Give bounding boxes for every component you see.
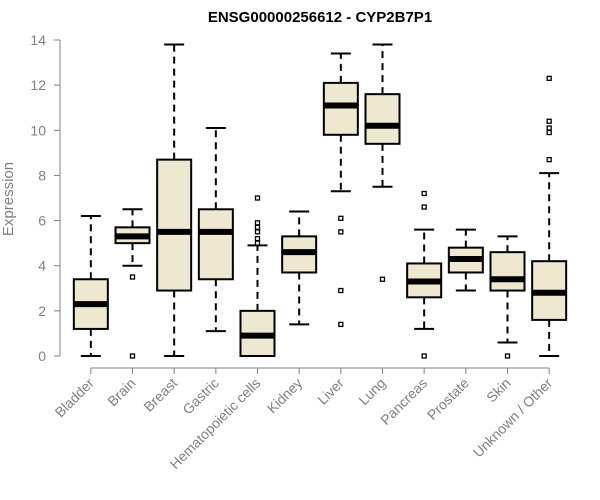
boxes <box>72 43 568 359</box>
y-tick-label: 0 <box>38 348 46 364</box>
outlier-point <box>338 229 344 235</box>
iqr-box <box>364 93 401 145</box>
y-tick-label: 8 <box>38 167 46 183</box>
box-kidney <box>281 210 318 326</box>
x-tick-label: Kidney <box>264 375 306 417</box>
outlier-point <box>546 118 552 124</box>
chart-title: ENSG00000256612 - CYP2B7P1 <box>208 9 432 26</box>
iqr-box <box>156 158 193 292</box>
outlier-point <box>504 353 511 359</box>
outlier-point <box>546 75 552 82</box>
x-tick-label: Prostate <box>424 375 472 423</box>
iqr-box <box>322 81 359 136</box>
y-axis-title: Expression <box>0 162 17 236</box>
box-brain <box>114 208 151 359</box>
box-unknown-other <box>531 75 568 357</box>
y-tick-label: 12 <box>30 77 46 93</box>
outlier-point <box>129 353 136 359</box>
outlier-point <box>421 190 427 197</box>
outlier-point <box>421 353 427 359</box>
box-lung <box>364 43 401 282</box>
box-pancreas <box>406 190 443 359</box>
outlier-point <box>421 204 427 210</box>
y-tick-label: 10 <box>30 122 46 138</box>
outlier-point <box>338 287 344 294</box>
iqr-box <box>489 251 526 292</box>
box-liver <box>322 52 359 328</box>
outlier-point <box>254 235 261 242</box>
outlier-point <box>379 276 386 282</box>
y-axis: 0 2 4 6 8 10 12 14 <box>30 32 61 364</box>
iqr-box <box>197 208 234 281</box>
outlier-point <box>129 274 136 280</box>
y-tick-label: 4 <box>38 258 46 274</box>
outlier-point <box>338 215 344 221</box>
outlier-point <box>254 195 261 201</box>
y-tick-label: 2 <box>38 303 46 319</box>
x-tick-label: Bladder <box>52 375 98 421</box>
x-tick-label: Brain <box>104 375 138 409</box>
x-tick-label: Lung <box>355 375 388 408</box>
box-bladder <box>72 215 109 357</box>
outlier-point <box>546 129 552 136</box>
x-tick-label: Unknown / Other <box>470 375 556 461</box>
x-tick-label: Skin <box>483 375 514 406</box>
box-skin <box>489 235 526 359</box>
x-tick-label: Liver <box>314 375 347 408</box>
box-hematopoietic-cells <box>239 195 276 358</box>
outlier-point <box>254 220 261 226</box>
y-tick-label: 6 <box>38 213 46 229</box>
outlier-point <box>254 240 261 246</box>
outlier-point <box>254 224 261 230</box>
box-gastric <box>197 127 234 333</box>
box-breast <box>156 43 193 357</box>
x-tick-label: Breast <box>140 375 180 415</box>
outlier-point <box>254 229 261 235</box>
outlier-point <box>546 125 552 131</box>
box-prostate <box>447 228 484 292</box>
outlier-point <box>546 156 552 163</box>
outlier-point <box>338 321 344 328</box>
y-tick-label: 14 <box>30 32 46 48</box>
